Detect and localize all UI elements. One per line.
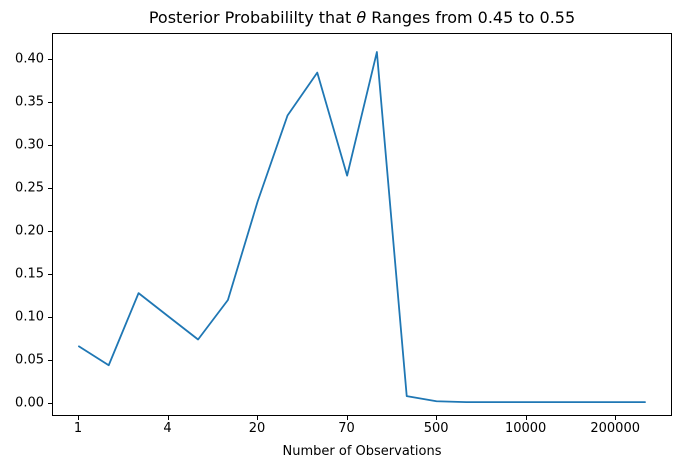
x-tick-mark [77,416,79,420]
x-tick-mark [257,416,259,420]
y-tick-label: 0.05 [15,352,44,368]
x-tick-mark [525,416,527,420]
y-tick-mark [48,230,52,232]
theta-symbol: θ [356,8,367,27]
y-tick-label: 0.15 [15,266,44,282]
y-tick-label: 0.00 [15,395,44,411]
y-tick-label: 0.20 [15,223,44,239]
y-tick-mark [48,402,52,404]
x-tick-mark [436,416,438,420]
posterior-probability-line [78,51,646,404]
y-tick-label: 0.25 [15,180,44,196]
chart-title-suffix: Ranges from 0.45 to 0.55 [366,8,576,27]
y-tick-mark [48,187,52,189]
x-tick-mark [167,416,169,420]
x-tick-label: 10000 [504,421,547,436]
x-tick-label: 200000 [590,421,641,436]
x-tick-label: 4 [163,421,172,436]
x-tick-mark [346,416,348,420]
line-chart-canvas [78,51,646,404]
y-tick-mark [48,144,52,146]
y-tick-label: 0.10 [15,309,44,325]
y-tick-mark [48,273,52,275]
x-tick-label: 70 [338,421,355,436]
y-tick-label: 0.40 [15,51,44,67]
x-axis-label: Number of Observations [282,444,442,459]
chart-title-prefix: Posterior Probabililty that [148,8,357,27]
x-tick-label: 20 [248,421,266,436]
y-tick-label: 0.30 [15,137,44,153]
plot-area [52,33,672,416]
y-tick-mark [48,316,52,318]
y-tick-label: 0.35 [15,94,44,110]
y-tick-mark [48,101,52,103]
x-tick-label: 1 [73,421,83,436]
y-tick-mark [48,359,52,361]
chart-title: Posterior Probabililty that θ Ranges fro… [52,8,672,27]
x-tick-mark [615,416,617,420]
x-tick-label: 500 [423,421,449,436]
y-tick-mark [48,58,52,60]
